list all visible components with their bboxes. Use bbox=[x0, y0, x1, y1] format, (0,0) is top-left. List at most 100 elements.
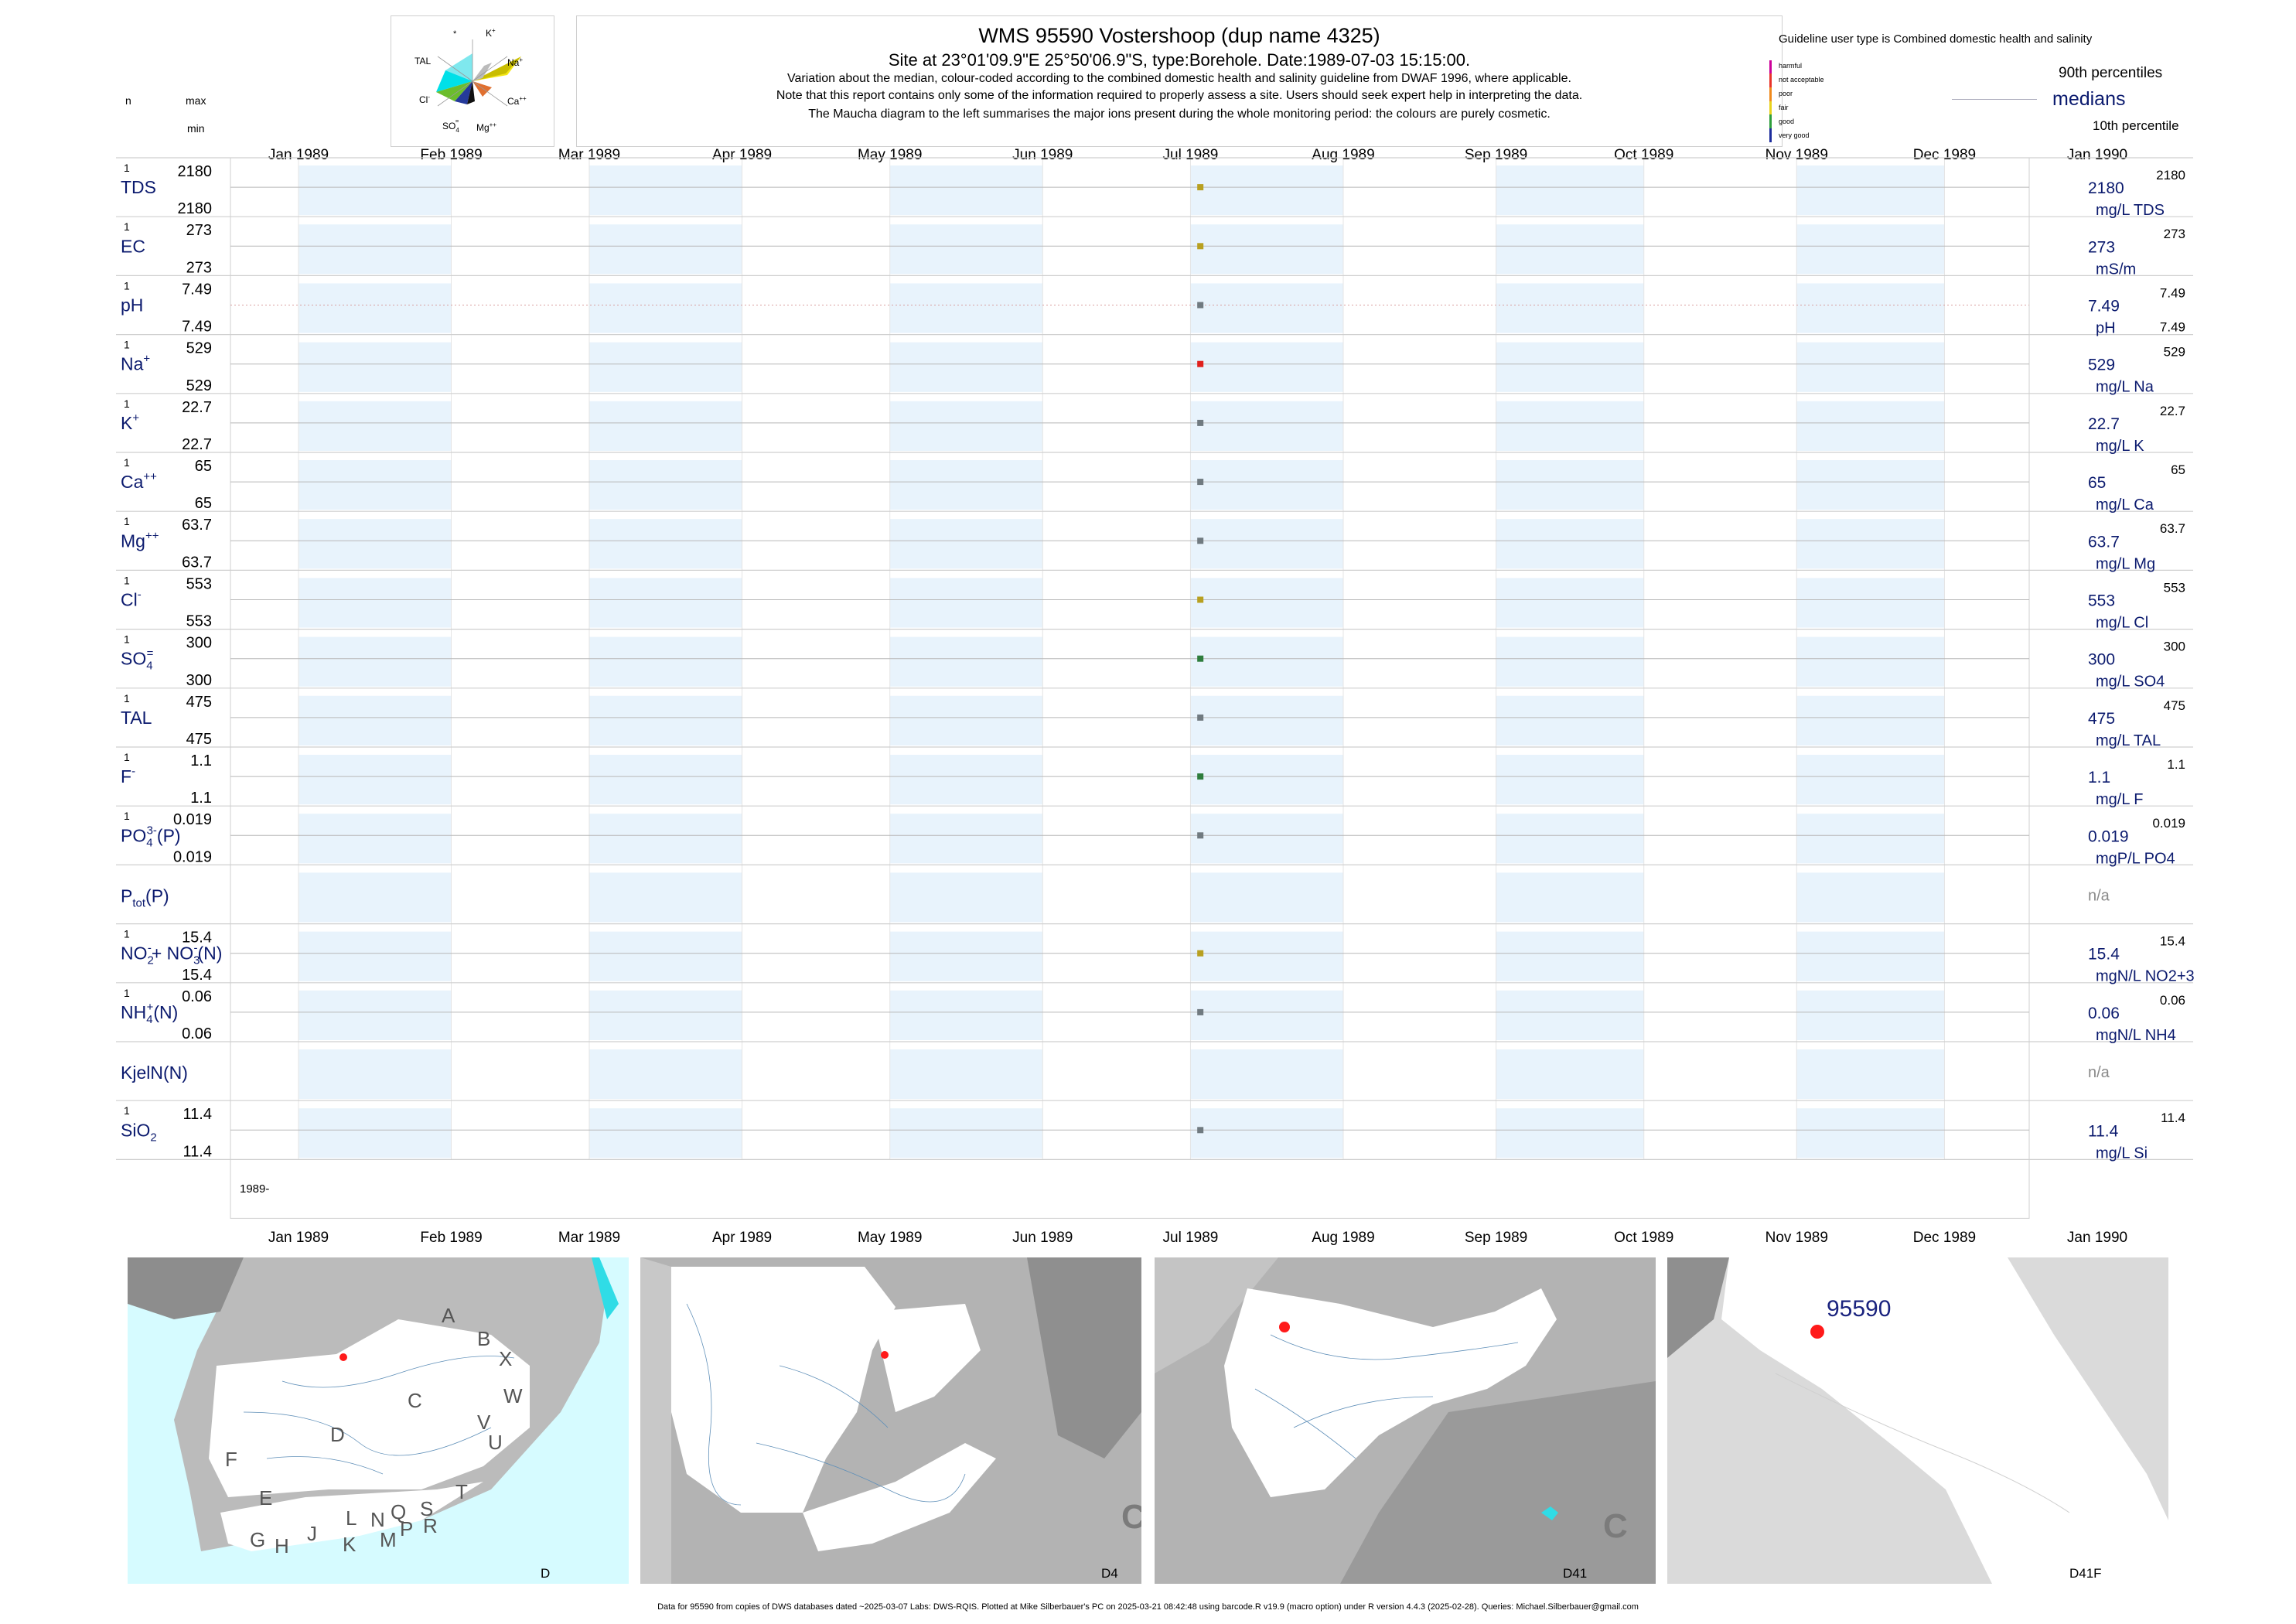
median-value: 11.4 bbox=[2088, 1122, 2119, 1140]
p90-value: 63.7 bbox=[2160, 521, 2185, 536]
maucha-k-label: K+ bbox=[486, 27, 496, 39]
month-band bbox=[588, 990, 742, 1040]
min-value: 529 bbox=[186, 377, 212, 394]
p90-value: 300 bbox=[2164, 640, 2185, 654]
svg-text:C: C bbox=[408, 1389, 422, 1412]
unit-label: mg/L Mg bbox=[2096, 555, 2155, 572]
unit-label: mg/L Si bbox=[2096, 1145, 2148, 1162]
maucha-tal-label: TAL bbox=[415, 56, 431, 67]
svg-text:G: G bbox=[250, 1528, 265, 1551]
month-band bbox=[889, 1108, 1043, 1158]
month-band bbox=[1796, 283, 1945, 333]
svg-text:W: W bbox=[503, 1384, 523, 1407]
x-tick-label-bottom: May 1989 bbox=[858, 1230, 922, 1246]
map-d41f: 95590 D41F bbox=[1667, 1257, 2168, 1584]
sample-count: 1 bbox=[124, 810, 130, 822]
parameter-label: NH4+(N) bbox=[121, 1001, 178, 1026]
svg-text:E: E bbox=[259, 1486, 272, 1510]
month-band bbox=[1796, 872, 1945, 923]
min-value: 63.7 bbox=[182, 554, 212, 571]
x-tick-label-top: Apr 1989 bbox=[712, 147, 772, 163]
month-band bbox=[1796, 695, 1945, 745]
sample-count: 1 bbox=[124, 456, 130, 469]
p90-value: 475 bbox=[2164, 698, 2185, 713]
note-disclaimer: Note that this report contains only some… bbox=[776, 89, 1583, 102]
median-value: 63.7 bbox=[2088, 533, 2120, 551]
map-d4: C D4 bbox=[640, 1257, 1141, 1584]
n-header: n bbox=[125, 94, 131, 107]
x-tick-label-top: Aug 1989 bbox=[1312, 147, 1374, 163]
max-value: 300 bbox=[186, 635, 212, 652]
max-value: 1.1 bbox=[190, 752, 212, 769]
p10-value: 7.49 bbox=[2160, 320, 2185, 335]
month-band bbox=[889, 755, 1043, 805]
x-tick-label-bottom: Feb 1989 bbox=[420, 1230, 482, 1246]
x-tick-label-top: Jul 1989 bbox=[1163, 147, 1219, 163]
x-tick-label-top: Feb 1989 bbox=[420, 147, 482, 163]
month-band bbox=[1796, 990, 1945, 1040]
month-band bbox=[1190, 342, 1343, 392]
data-point bbox=[1197, 419, 1204, 426]
month-band bbox=[299, 872, 452, 923]
min-value: 553 bbox=[186, 613, 212, 630]
svg-text:J: J bbox=[307, 1522, 317, 1545]
month-band bbox=[889, 283, 1043, 333]
maucha-na-label: Na+ bbox=[507, 56, 523, 68]
unit-label: mg/L Cl bbox=[2096, 615, 2148, 632]
parameter-label: SiO2 bbox=[121, 1120, 157, 1144]
x-tick-label-top: Oct 1989 bbox=[1614, 147, 1673, 163]
svg-text:H: H bbox=[275, 1534, 289, 1557]
svg-text:S: S bbox=[420, 1497, 433, 1520]
max-value: 15.4 bbox=[182, 930, 212, 947]
parameter-label: Mg++ bbox=[121, 529, 159, 551]
month-band bbox=[1190, 695, 1343, 745]
map-region-letters: A B X C W V U D T F E S R Q P N L M K J … bbox=[225, 1304, 523, 1557]
maucha-diagram: * K+ TAL Na+ Cl- Ca++ SO4= Mg++ bbox=[415, 27, 527, 134]
month-band bbox=[588, 1108, 742, 1158]
min-value: 475 bbox=[186, 731, 212, 748]
maucha-na-sector-2 bbox=[473, 56, 521, 81]
max-value: 475 bbox=[186, 694, 212, 711]
sample-count: 1 bbox=[124, 279, 130, 292]
max-header: max bbox=[186, 94, 206, 107]
parameter-label: pH bbox=[121, 295, 143, 316]
x-tick-label-top: Dec 1989 bbox=[1913, 147, 1976, 163]
data-point bbox=[1197, 773, 1204, 780]
min-value: 273 bbox=[186, 259, 212, 276]
max-value: 0.019 bbox=[173, 811, 212, 828]
month-band bbox=[1496, 695, 1644, 745]
p90-value: 0.019 bbox=[2152, 816, 2185, 831]
maucha-outline bbox=[437, 39, 508, 107]
month-band bbox=[299, 1049, 452, 1100]
month-band bbox=[1496, 519, 1644, 569]
month-band bbox=[588, 814, 742, 864]
month-band bbox=[1796, 519, 1945, 569]
x-tick-label-bottom: Jul 1989 bbox=[1163, 1230, 1219, 1246]
parameter-label: SO4= bbox=[121, 647, 154, 673]
min-value: 2180 bbox=[178, 200, 213, 217]
month-band bbox=[1190, 401, 1343, 451]
maucha-ca-sector bbox=[473, 81, 492, 97]
legend-bar bbox=[1769, 60, 1772, 142]
month-band bbox=[299, 636, 452, 687]
month-band bbox=[1190, 578, 1343, 628]
month-band bbox=[588, 695, 742, 745]
median-value: 7.49 bbox=[2088, 298, 2120, 316]
month-band bbox=[1190, 1108, 1343, 1158]
month-band bbox=[588, 755, 742, 805]
month-band bbox=[1190, 931, 1343, 981]
p90-value: 11.4 bbox=[2161, 1111, 2185, 1125]
month-band bbox=[588, 283, 742, 333]
month-band bbox=[1190, 224, 1343, 275]
month-band bbox=[299, 931, 452, 981]
month-band bbox=[299, 165, 452, 216]
p90-value: 15.4 bbox=[2160, 934, 2185, 949]
maucha-tal-sector bbox=[445, 53, 473, 81]
max-value: 63.7 bbox=[182, 517, 212, 534]
svg-text:A: A bbox=[442, 1304, 455, 1327]
svg-text:L: L bbox=[346, 1506, 357, 1530]
month-band bbox=[588, 342, 742, 392]
month-band bbox=[588, 931, 742, 981]
map-caption-d4: D4 bbox=[1101, 1566, 1118, 1581]
legend-class-very-good: very good bbox=[1779, 131, 1810, 139]
